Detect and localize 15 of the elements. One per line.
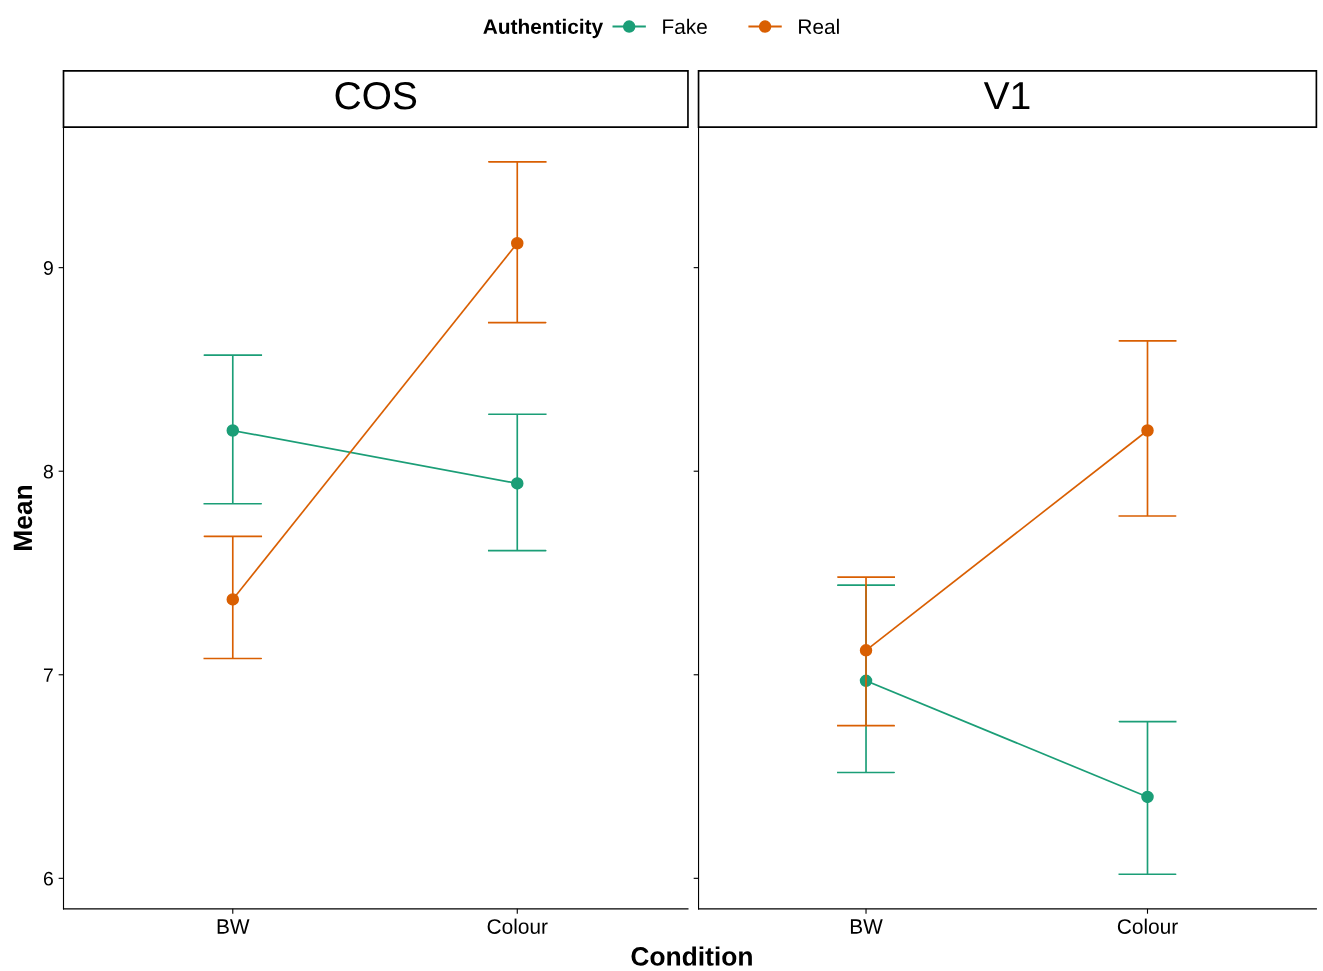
chart-title: V1 [983, 82, 1030, 110]
y-tick-label: 6 [43, 871, 53, 886]
x-tick-label: Colour [487, 918, 548, 934]
x-axis-title: Condition [631, 946, 752, 966]
y-tick-label: 7 [43, 668, 53, 682]
legend-label: Fake [663, 18, 707, 35]
y-tick-label: 9 [43, 261, 53, 275]
chart-title: COS [335, 81, 417, 110]
x-tick-label: Colour [1117, 918, 1178, 934]
y-axis-title: Mean [13, 485, 33, 550]
x-tick-label: BW [850, 919, 883, 934]
x-tick-label: BW [217, 919, 250, 934]
y-tick-label: 8 [43, 464, 53, 479]
legend-title: Authenticity [483, 18, 604, 39]
legend-label: Real [799, 18, 839, 35]
